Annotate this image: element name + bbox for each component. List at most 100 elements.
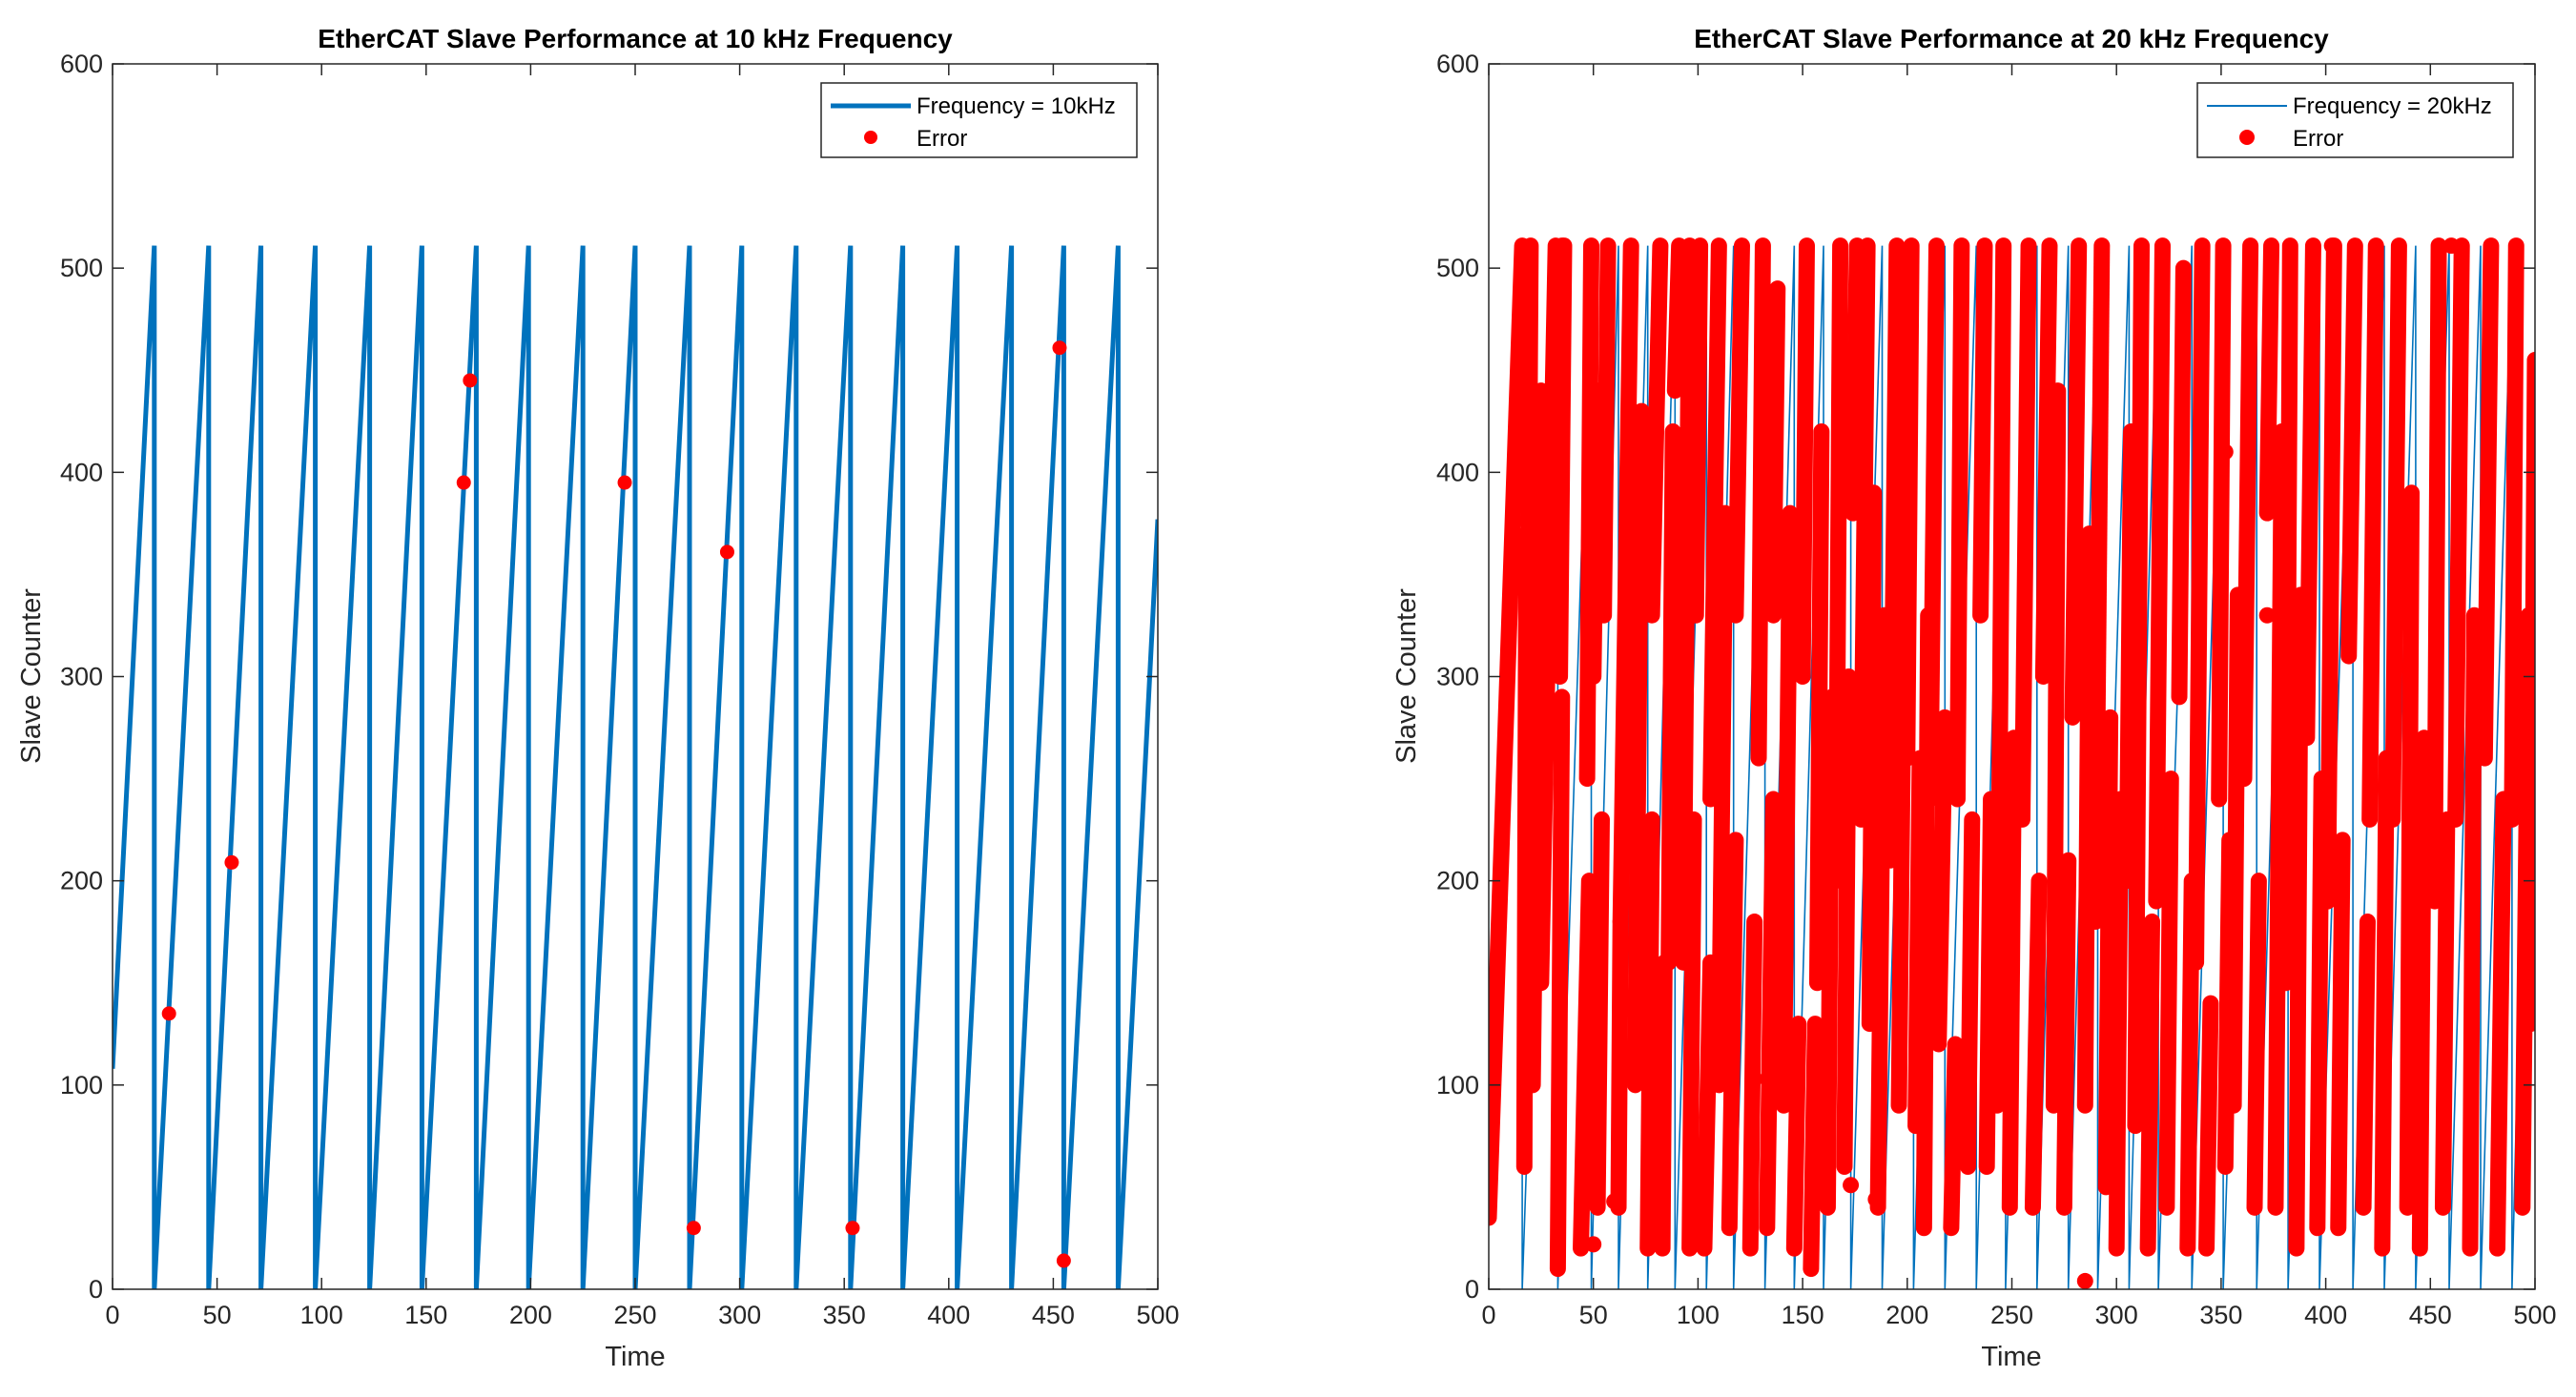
tick-layer: 0 50 100 150 200 250 300 350 400 450 500 0 100 200 300… — [1436, 50, 2557, 1329]
chart-20khz: 0 50 100 150 200 250 300 350 400 450 500 0 100 200 300… — [1391, 24, 2557, 1372]
error-point-run — [2034, 237, 2058, 685]
error-point-run — [1922, 237, 1946, 808]
legend-label-error: Error — [2293, 126, 2343, 152]
error-point-run — [1764, 280, 1786, 624]
error-point — [686, 1221, 701, 1236]
error-point-run — [1573, 873, 1597, 1257]
error-point-run — [2298, 237, 2321, 747]
error-point-run — [2045, 382, 2067, 1114]
x-tick-label: 400 — [2304, 1301, 2347, 1329]
error-point-run — [2225, 586, 2246, 1114]
error-point-run — [1589, 811, 1610, 1216]
error-point-run — [1989, 237, 2012, 1114]
error-point — [1843, 1177, 1860, 1194]
error-point-run — [2426, 237, 2447, 910]
y-tick-label: 500 — [1436, 254, 1479, 282]
error-point-run — [1702, 237, 1727, 808]
x-tick-label: 0 — [1481, 1301, 1495, 1329]
error-point-run — [1844, 237, 1865, 522]
chart-title: EtherCAT Slave Performance at 20 kHz Fre… — [1694, 24, 2329, 53]
error-point-run — [1610, 914, 1629, 1216]
error-point-run — [2055, 852, 2077, 1216]
error-point-run — [2211, 237, 2232, 808]
legend-label-frequency: Frequency = 10kHz — [917, 93, 1116, 119]
error-point-run — [1959, 811, 1981, 1175]
x-tick-label: 100 — [1677, 1301, 1720, 1329]
error-point-run — [1687, 237, 1709, 624]
error-point-run — [1710, 504, 1734, 1094]
error-point-run — [1585, 382, 1606, 685]
error-point-run — [1489, 237, 1531, 1226]
y-tick-label: 500 — [60, 254, 103, 282]
error-point-run — [2139, 914, 2160, 1257]
error-point — [2258, 606, 2276, 624]
error-point-run — [2361, 237, 2384, 828]
error-point-run — [1666, 237, 1688, 400]
error-point-run — [2447, 237, 2470, 828]
x-axis-label: Time — [605, 1342, 665, 1372]
error-point-run — [1882, 237, 1906, 869]
x-tick-label: 250 — [613, 1301, 656, 1329]
error-point — [2442, 237, 2460, 255]
y-tick-label: 100 — [60, 1071, 103, 1099]
error-point-run — [1517, 237, 1539, 890]
error-point-run — [1803, 1016, 1824, 1278]
x-tick-label: 50 — [203, 1301, 232, 1329]
error-point-run — [2118, 423, 2140, 890]
error-point-run — [2399, 484, 2421, 1216]
error-point-run — [1853, 237, 1876, 828]
x-tick-label: 150 — [1782, 1301, 1824, 1329]
error-point-run — [2434, 811, 2456, 1216]
error-point-run — [2236, 237, 2259, 788]
error-point-run — [1533, 237, 1564, 992]
error-point-run — [1836, 668, 1857, 1175]
y-tick-label: 200 — [1436, 867, 1479, 895]
error-point-run — [1596, 237, 1617, 624]
y-tick-label: 100 — [1436, 1071, 1479, 1099]
y-axis-label: Slave Counter — [1391, 588, 1422, 764]
legend-box — [820, 82, 1138, 158]
error-point — [1554, 237, 1571, 255]
x-tick-label: 500 — [2513, 1301, 2556, 1329]
error-point-run — [1654, 954, 1673, 1257]
error-point-run — [1943, 1036, 1964, 1237]
chart-10khz: 0 50 100 150 200 250 300 350 400 450 500 0 100 200 300… — [16, 24, 1180, 1372]
error-point — [2216, 443, 2234, 461]
x-tick-label: 300 — [718, 1301, 761, 1329]
y-tick-label: 400 — [60, 458, 103, 486]
series-layer — [113, 245, 1158, 1289]
x-tick-label: 400 — [927, 1301, 970, 1329]
legend-label-frequency: Frequency = 20kHz — [2293, 93, 2492, 119]
error-point-run — [1827, 237, 1849, 890]
error-point — [1606, 1193, 1623, 1210]
error-point-run — [2319, 237, 2342, 910]
x-tick-label: 50 — [1579, 1301, 1608, 1329]
error-point — [1995, 925, 2012, 942]
legend: Frequency = 20kHz Error — [2196, 82, 2514, 158]
error-point — [1683, 592, 1700, 609]
error-point-run — [1549, 688, 1571, 1278]
legend-error-swatch — [864, 131, 877, 144]
error-point-run — [2246, 873, 2267, 1216]
error-point — [719, 544, 734, 560]
error-point-run — [2340, 237, 2363, 665]
y-tick-label: 300 — [1436, 663, 1479, 691]
x-tick-label: 0 — [105, 1301, 119, 1329]
error-point-run — [2504, 237, 2524, 828]
error-point-run — [2171, 259, 2192, 706]
x-tick-label: 200 — [1886, 1301, 1928, 1329]
error-point-run — [2277, 237, 2298, 992]
error-point-run — [2258, 237, 2280, 522]
error-point — [1926, 1009, 1943, 1026]
error-point-run — [2489, 791, 2512, 1257]
error-point — [456, 475, 471, 490]
y-tick-label: 300 — [60, 663, 103, 691]
x-tick-label: 300 — [2095, 1301, 2138, 1329]
x-tick-label: 350 — [2199, 1301, 2242, 1329]
error-point-run — [2462, 606, 2483, 1257]
legend-box — [2196, 82, 2514, 158]
y-tick-label: 0 — [1465, 1275, 1479, 1304]
error-point-run — [1890, 709, 1911, 1114]
error-point-run — [2158, 770, 2179, 1216]
